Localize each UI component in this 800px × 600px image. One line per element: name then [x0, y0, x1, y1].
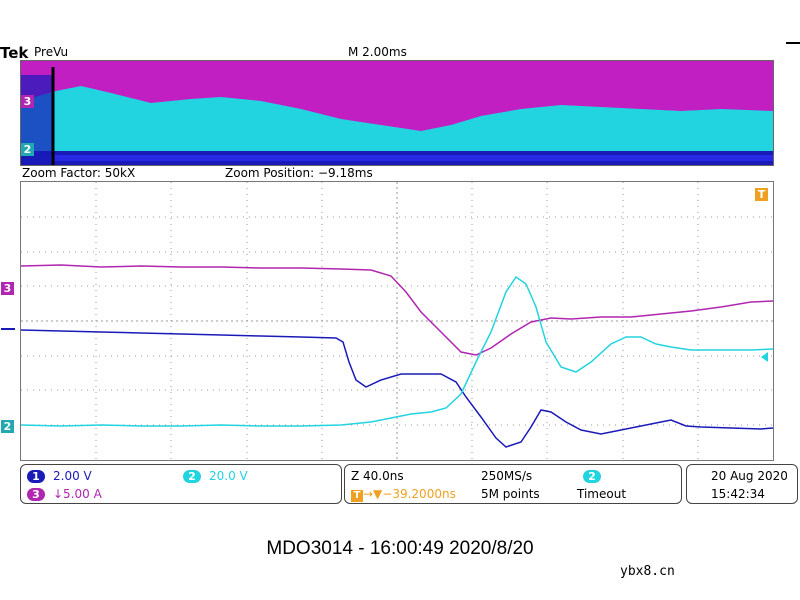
sample-rate: 250MS/s	[481, 469, 533, 483]
zoom-timebase[interactable]: Z 40.0ns	[351, 469, 404, 483]
graticule-svg	[20, 182, 774, 460]
trigger-channel-readout[interactable]: 2	[583, 469, 609, 483]
ch2-readout[interactable]: 2 20.0 V	[183, 469, 248, 483]
acquisition-mode: PreVu	[34, 45, 69, 59]
ch3-readout[interactable]: 3 ↓5.00 A	[27, 487, 102, 501]
trigger-mode: Timeout	[577, 487, 627, 501]
record-overview[interactable]: 3 2	[20, 60, 774, 166]
ch3-waveform	[20, 264, 774, 356]
ch1-scale: 2.00 V	[53, 469, 92, 483]
ch1-waveform	[20, 329, 774, 448]
ch3-ground-marker[interactable]: 3	[1, 282, 14, 295]
info-bar: 1 2.00 V 2 20.0 V 3 ↓5.00 A Z 40.0ns 250MS/…	[20, 462, 800, 506]
trigger-icon: T	[351, 490, 363, 502]
zoom-trigger-marker[interactable]: T	[755, 188, 768, 201]
ch2-trigger-level-marker[interactable]	[761, 352, 768, 362]
ch3-scale: ↓5.00 A	[53, 487, 102, 501]
zoom-graticule[interactable]: T 3 2	[1, 181, 774, 461]
image-caption: MDO3014 - 16:00:49 2020/8/20	[266, 538, 534, 559]
ch2-waveform	[20, 275, 774, 427]
trigger-position-value: →▼−39.2000ns	[363, 487, 456, 501]
brand-logo: Tek	[0, 44, 29, 62]
trigger-channel-badge: 2	[583, 470, 601, 483]
watermark: ybx8.cn	[620, 564, 675, 579]
date-readout: 20 Aug 2020	[711, 469, 788, 483]
zoom-factor: Zoom Factor: 50kX	[22, 166, 136, 180]
overview-ch2-marker: 2	[21, 143, 34, 156]
horizontal-settings-box: Z 40.0ns 250MS/s T →▼−39.2000ns 5M points…	[344, 464, 682, 504]
overview-waveforms	[21, 61, 773, 165]
ch2-ground-marker[interactable]: 2	[1, 420, 14, 433]
ch1-ground-marker[interactable]	[1, 328, 15, 330]
trigger-position-readout[interactable]: T →▼−39.2000ns	[351, 487, 456, 502]
ch2-badge: 2	[183, 470, 201, 483]
record-length: 5M points	[481, 487, 540, 501]
time-readout: 15:42:34	[711, 487, 765, 501]
datetime-box: 20 Aug 2020 15:42:34	[686, 464, 798, 504]
vertical-settings-box: 1 2.00 V 2 20.0 V 3 ↓5.00 A	[20, 464, 342, 504]
ch1-readout[interactable]: 1 2.00 V	[27, 469, 92, 483]
ch1-badge: 1	[27, 470, 45, 483]
main-timebase: M 2.00ms	[348, 45, 407, 59]
ch3-badge: 3	[27, 488, 45, 501]
zoom-position: Zoom Position: −9.18ms	[225, 166, 373, 180]
ch2-scale: 20.0 V	[209, 469, 248, 483]
menu-indicator-icon	[786, 42, 800, 44]
overview-ch3-marker: 3	[21, 95, 34, 108]
